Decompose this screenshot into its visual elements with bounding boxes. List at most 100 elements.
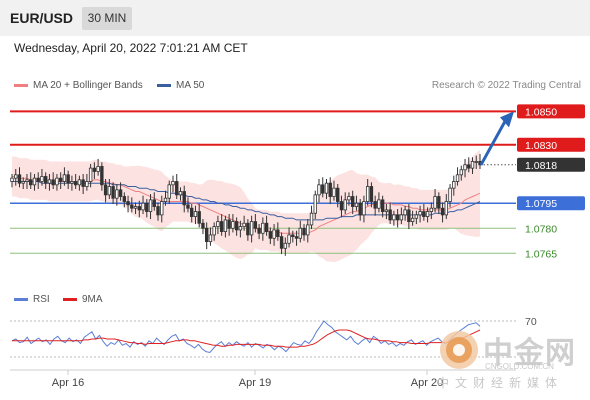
candle-body (14, 174, 18, 179)
candle-body (309, 212, 314, 226)
candle-body (21, 181, 25, 184)
candle-body (373, 201, 377, 209)
candle-body (377, 199, 381, 209)
candle-body (470, 161, 475, 169)
x-tick-label: Apr 20 (411, 377, 443, 389)
candle-body (298, 227, 302, 239)
candle-body (145, 202, 149, 212)
candle-body (204, 227, 209, 243)
candle-body (358, 202, 362, 216)
candle-body (433, 196, 437, 209)
legend-swatch (14, 84, 28, 87)
legend-rsi: RSI (14, 294, 50, 305)
candle-body (444, 201, 449, 216)
timestamp: Wednesday, April 20, 2022 7:01:21 AM CET (14, 41, 248, 55)
level-label-bg (517, 104, 585, 119)
candle-body (332, 187, 336, 197)
candle-body (328, 182, 332, 197)
candle-body (103, 184, 108, 196)
candle-body (163, 197, 168, 202)
candle-body (55, 177, 59, 186)
x-tick-label: Apr 16 (52, 377, 84, 389)
candle-body (448, 187, 452, 202)
candle-body (246, 222, 250, 236)
candle-body (51, 179, 55, 186)
legend-rsi-ma: 9MA (63, 294, 103, 305)
chart-header: EUR/USD 30 MIN (0, 0, 590, 36)
candle-body (403, 209, 407, 216)
candle-body (212, 226, 216, 236)
candle-body (418, 211, 422, 216)
rsi-level-label: 70 (525, 316, 537, 328)
candle-body (201, 222, 205, 229)
x-tick-label: Apr 19 (239, 377, 271, 389)
candle-body (287, 234, 291, 244)
candle-body (343, 199, 347, 211)
candle-body (380, 199, 385, 212)
candle-body (126, 201, 130, 206)
candle-body (36, 177, 40, 182)
candle-body (294, 236, 299, 239)
candle-body (167, 184, 171, 199)
candle-body (272, 229, 276, 239)
level-label: 1.0765 (525, 248, 557, 260)
candle-body (365, 186, 370, 202)
candle-body (47, 179, 52, 184)
candle-body (324, 182, 329, 194)
candle-body (141, 202, 145, 211)
legend-swatch (14, 298, 28, 301)
legend-swatch (63, 298, 77, 301)
legend-label: 9MA (82, 294, 103, 305)
candle-body (182, 191, 186, 206)
candle-body (302, 227, 306, 236)
candle-body (463, 164, 467, 171)
candle-body (249, 221, 254, 236)
candle-body (429, 207, 434, 212)
candle-body (392, 214, 396, 221)
candle-body (291, 234, 295, 238)
candle-body (234, 221, 239, 231)
candle-body (118, 189, 123, 197)
candle-body (257, 227, 261, 234)
level-label: 1.0830 (525, 140, 557, 152)
candle-body (227, 219, 231, 229)
candle-body (107, 186, 112, 196)
candle-body (347, 196, 351, 201)
forecast-arrow-line (479, 120, 507, 166)
candle-body (369, 186, 374, 202)
candle-body (264, 222, 269, 232)
candle-body (407, 209, 411, 222)
candle-body (362, 201, 366, 216)
candle-body (313, 194, 317, 214)
candle-body (455, 174, 460, 182)
candle-body (253, 221, 258, 229)
candle-body (268, 231, 273, 239)
candle-body (77, 179, 82, 186)
rsi-ma-line (12, 329, 481, 348)
watermark-logo-icon (440, 331, 478, 369)
candle-body (242, 222, 246, 227)
candle-body (66, 174, 70, 184)
candle-body (88, 167, 93, 182)
legend-label: MA 50 (176, 80, 205, 91)
candle-body (197, 211, 201, 224)
level-label: 1.0780 (525, 223, 557, 235)
candle-body (467, 164, 471, 169)
candle-body (190, 207, 194, 217)
candle-body (25, 179, 29, 182)
candle-body (156, 206, 160, 216)
candle-body (40, 176, 44, 182)
watermark: 中金网 CNGOLD.COM.CN 中文财经新媒体 (435, 328, 585, 390)
timeframe-badge[interactable]: 30 MIN (82, 7, 132, 30)
legend-label: MA 20 + Bollinger Bands (33, 80, 143, 91)
candle-body (388, 209, 392, 221)
candle-body (395, 214, 400, 221)
legend-label: RSI (33, 294, 50, 305)
candle-body (219, 221, 224, 232)
candle-body (440, 207, 445, 216)
level-label-bg (517, 137, 585, 152)
candle-body (410, 217, 415, 222)
candle-body (171, 181, 175, 186)
candle-body (193, 211, 198, 217)
